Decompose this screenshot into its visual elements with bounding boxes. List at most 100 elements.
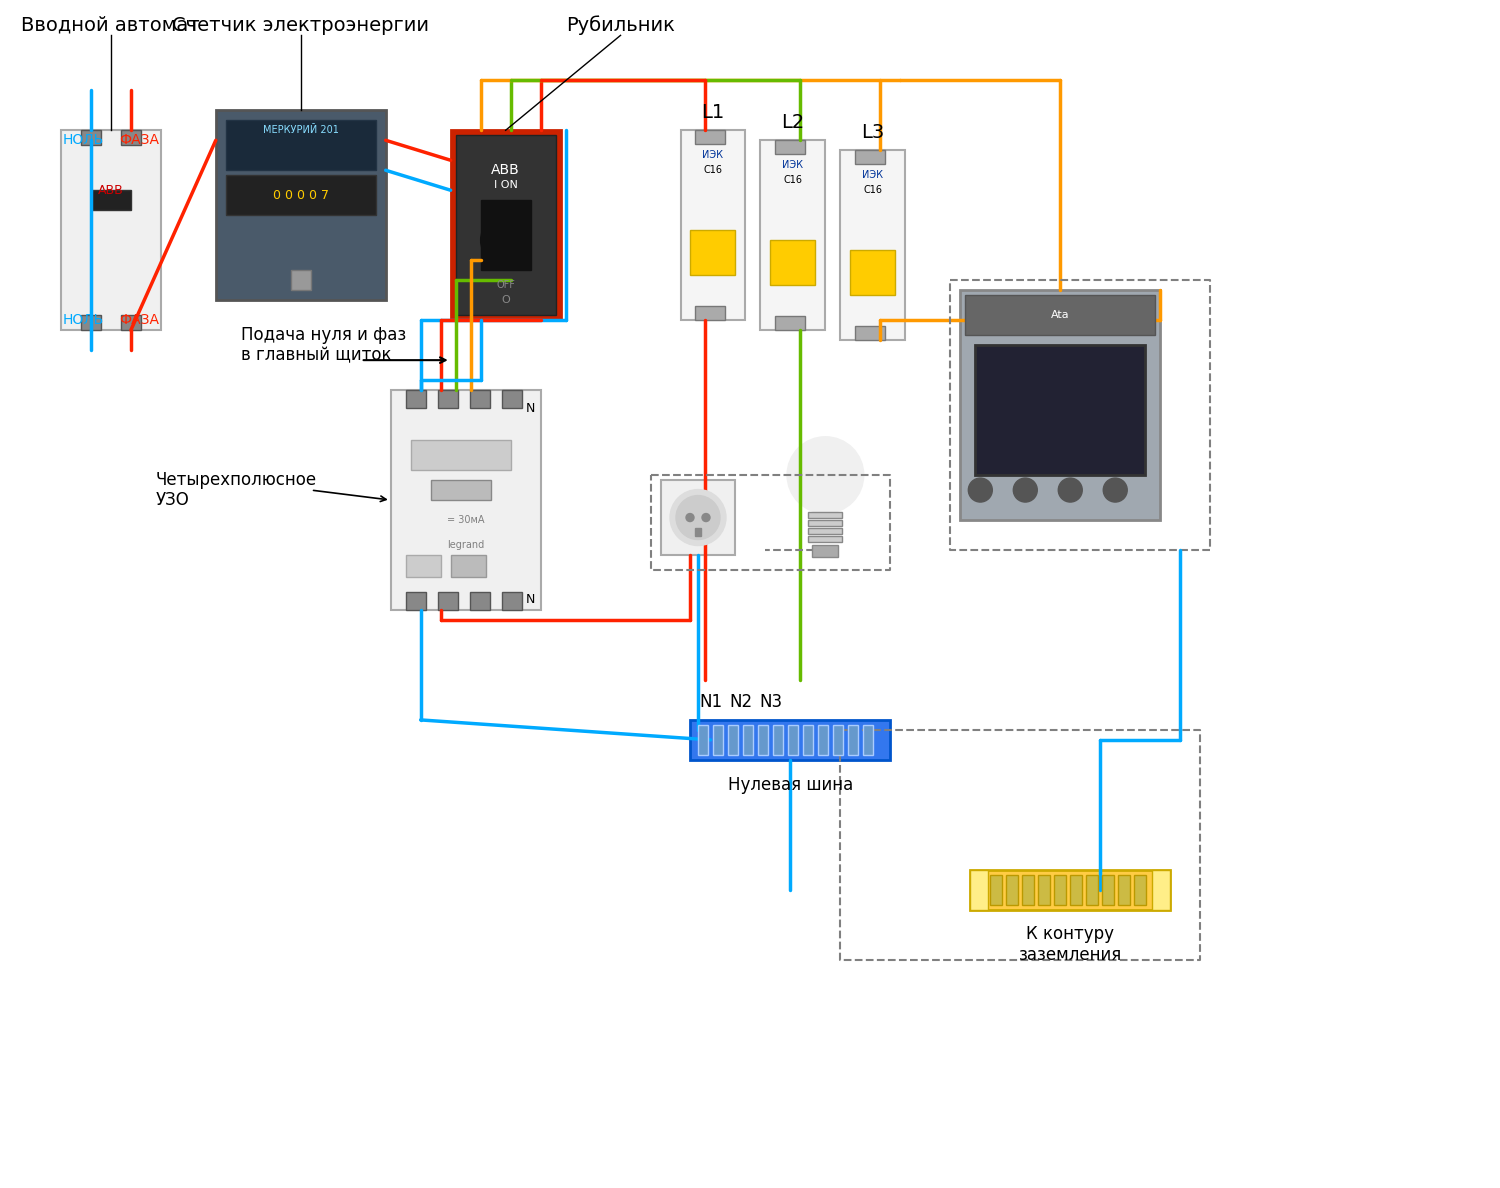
Bar	[81, 315, 100, 330]
Bar	[813, 545, 838, 557]
Text: Счетчик электроэнергии: Счетчик электроэнергии	[172, 15, 429, 34]
Text: L2: L2	[782, 113, 804, 132]
Bar	[1038, 874, 1050, 905]
Bar	[696, 307, 726, 321]
Bar	[405, 592, 426, 609]
Bar	[966, 295, 1155, 335]
Text: ИЭК: ИЭК	[862, 170, 883, 181]
Text: ИЭК: ИЭК	[702, 150, 723, 160]
Circle shape	[1014, 478, 1038, 503]
Circle shape	[676, 495, 720, 539]
Text: НОЛЬ: НОЛЬ	[62, 133, 104, 147]
Text: НОЛЬ: НОЛЬ	[62, 314, 104, 327]
Text: К контуру
заземления: К контуру заземления	[1019, 925, 1122, 965]
Circle shape	[702, 513, 709, 522]
Bar	[789, 725, 798, 754]
Circle shape	[969, 478, 993, 503]
Bar	[744, 725, 753, 754]
Bar	[438, 592, 458, 609]
Text: Ata: Ata	[1052, 310, 1070, 321]
Text: Четырехполюсное
УЗО: Четырехполюсное УЗО	[156, 470, 316, 510]
Bar	[696, 131, 726, 144]
Bar	[81, 131, 100, 145]
Bar	[808, 512, 843, 518]
Text: N2: N2	[729, 693, 752, 710]
Text: ИЭК: ИЭК	[783, 160, 804, 170]
Text: C16: C16	[864, 185, 882, 195]
Bar	[776, 140, 806, 154]
Bar	[291, 270, 310, 290]
Bar	[411, 440, 510, 470]
Bar	[456, 135, 555, 315]
Circle shape	[1059, 478, 1083, 503]
Bar	[501, 592, 522, 609]
Bar	[840, 150, 906, 340]
Text: C16: C16	[704, 165, 723, 176]
Text: ABB: ABB	[490, 163, 520, 177]
Bar	[216, 110, 386, 301]
Bar	[850, 251, 895, 295]
Text: N1: N1	[699, 693, 721, 710]
Bar	[1023, 874, 1035, 905]
Bar	[1071, 874, 1083, 905]
Bar	[1086, 874, 1098, 905]
Bar	[438, 390, 458, 409]
Text: N: N	[526, 402, 536, 415]
Bar	[759, 725, 768, 754]
Circle shape	[670, 489, 726, 545]
Text: Вводной автомат: Вводной автомат	[21, 15, 200, 34]
Bar	[864, 725, 873, 754]
Text: L3: L3	[861, 122, 885, 141]
Text: = 30мА: = 30мА	[447, 516, 485, 525]
Bar	[430, 480, 490, 500]
Text: N3: N3	[759, 693, 782, 710]
Bar	[849, 725, 858, 754]
Text: N: N	[526, 594, 536, 607]
Bar	[1118, 874, 1130, 905]
Bar	[774, 725, 783, 754]
Bar	[1134, 874, 1146, 905]
Bar	[690, 230, 735, 276]
Bar	[480, 201, 531, 270]
Bar	[808, 527, 843, 535]
Bar	[1007, 874, 1019, 905]
Bar	[970, 870, 988, 910]
Bar	[226, 120, 375, 170]
Bar	[960, 290, 1160, 520]
Bar	[855, 327, 885, 340]
Circle shape	[480, 215, 531, 265]
Bar	[694, 527, 700, 536]
Bar	[834, 725, 843, 754]
Text: 0 0 0 0 7: 0 0 0 0 7	[273, 189, 328, 202]
Bar	[714, 725, 723, 754]
Bar	[804, 725, 813, 754]
Bar	[1102, 874, 1114, 905]
Bar	[681, 131, 746, 321]
Circle shape	[686, 513, 694, 522]
Text: C16: C16	[783, 176, 802, 185]
Text: Рубильник: Рубильник	[566, 15, 675, 36]
Bar	[501, 390, 522, 409]
Bar	[122, 315, 141, 330]
Bar	[970, 870, 1170, 910]
Bar	[855, 150, 885, 164]
Text: ФАЗА: ФАЗА	[118, 314, 159, 327]
Bar	[660, 480, 735, 555]
Text: I ON: I ON	[494, 181, 517, 190]
Text: МЕРКУРИЙ 201: МЕРКУРИЙ 201	[262, 125, 339, 135]
Bar	[990, 874, 1002, 905]
Text: Подача нуля и фаз
в главный щиток: Подача нуля и фаз в главный щиток	[242, 326, 406, 365]
Bar	[1054, 874, 1066, 905]
Text: ABB: ABB	[98, 184, 123, 197]
Bar	[699, 725, 708, 754]
Bar	[729, 725, 738, 754]
Text: OFF: OFF	[496, 280, 514, 290]
Bar	[470, 390, 489, 409]
Bar	[808, 536, 843, 542]
Bar	[760, 140, 825, 330]
Bar	[470, 592, 489, 609]
Bar	[92, 190, 130, 210]
Bar	[808, 520, 843, 526]
Bar	[690, 720, 891, 760]
Bar	[450, 131, 561, 321]
